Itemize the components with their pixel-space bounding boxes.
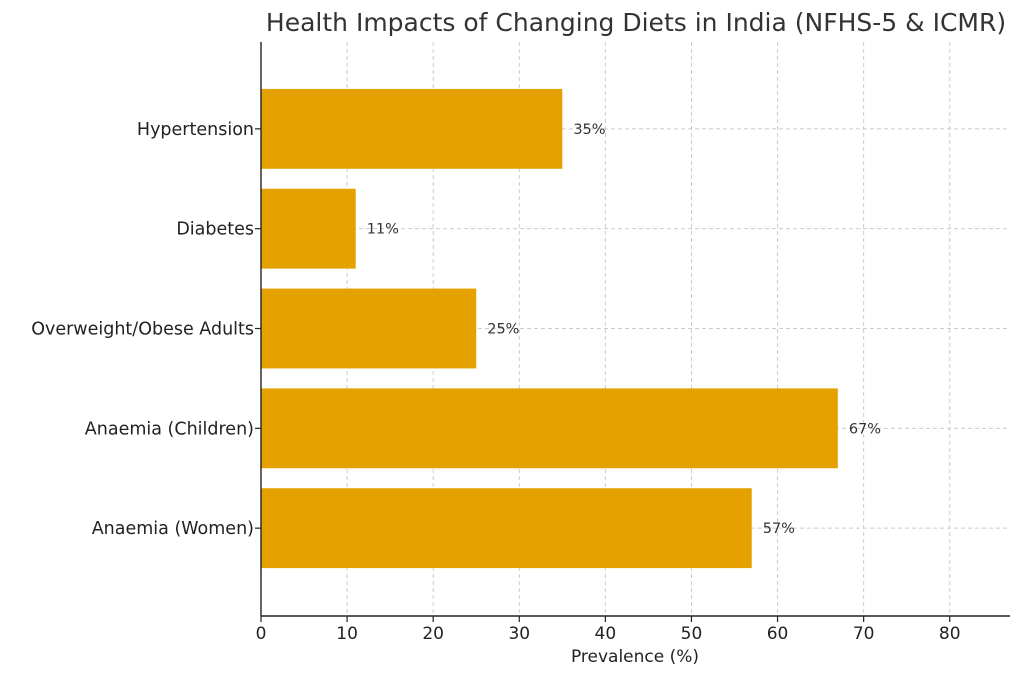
x-tick-label: 20 xyxy=(422,624,444,644)
x-tick-label: 80 xyxy=(939,624,961,644)
data-label-anaemia-women: 57% xyxy=(763,521,795,537)
x-tick-label: 30 xyxy=(508,624,530,644)
category-label-anaemia-women: Anaemia (Women) xyxy=(92,519,254,539)
data-label-hypertension: 35% xyxy=(573,122,605,138)
category-label-anaemia-children: Anaemia (Children) xyxy=(85,419,254,439)
x-tick-label: 70 xyxy=(853,624,875,644)
data-label-overweight-obese-adults: 25% xyxy=(487,322,519,338)
x-tick-label: 0 xyxy=(256,624,267,644)
x-tick-label: 10 xyxy=(336,624,358,644)
x-tick-label: 50 xyxy=(681,624,703,644)
bar-diabetes xyxy=(261,188,356,269)
x-tick-label: 60 xyxy=(767,624,789,644)
bar-hypertension xyxy=(261,88,563,169)
data-labels: 57% 67% 25% 11% 35% xyxy=(367,122,881,537)
bar-anaemia-women xyxy=(261,488,752,569)
data-label-anaemia-children: 67% xyxy=(849,421,881,437)
x-axis-title: Prevalence (%) xyxy=(571,647,699,667)
category-label-overweight-obese-adults: Overweight/Obese Adults xyxy=(31,320,254,340)
category-label-hypertension: Hypertension xyxy=(137,120,254,140)
category-label-diabetes: Diabetes xyxy=(176,220,254,240)
bars xyxy=(261,88,838,569)
category-labels: Anaemia (Women) Anaemia (Children) Overwei… xyxy=(31,120,261,539)
chart-title: Health Impacts of Changing Diets in Indi… xyxy=(266,8,1006,37)
x-ticks: 0 10 20 30 40 50 60 70 80 xyxy=(256,616,961,644)
bar-overweight-obese-adults xyxy=(261,288,477,369)
x-tick-label: 40 xyxy=(595,624,617,644)
data-label-diabetes: 11% xyxy=(367,222,399,238)
bar-anaemia-children xyxy=(261,388,838,469)
